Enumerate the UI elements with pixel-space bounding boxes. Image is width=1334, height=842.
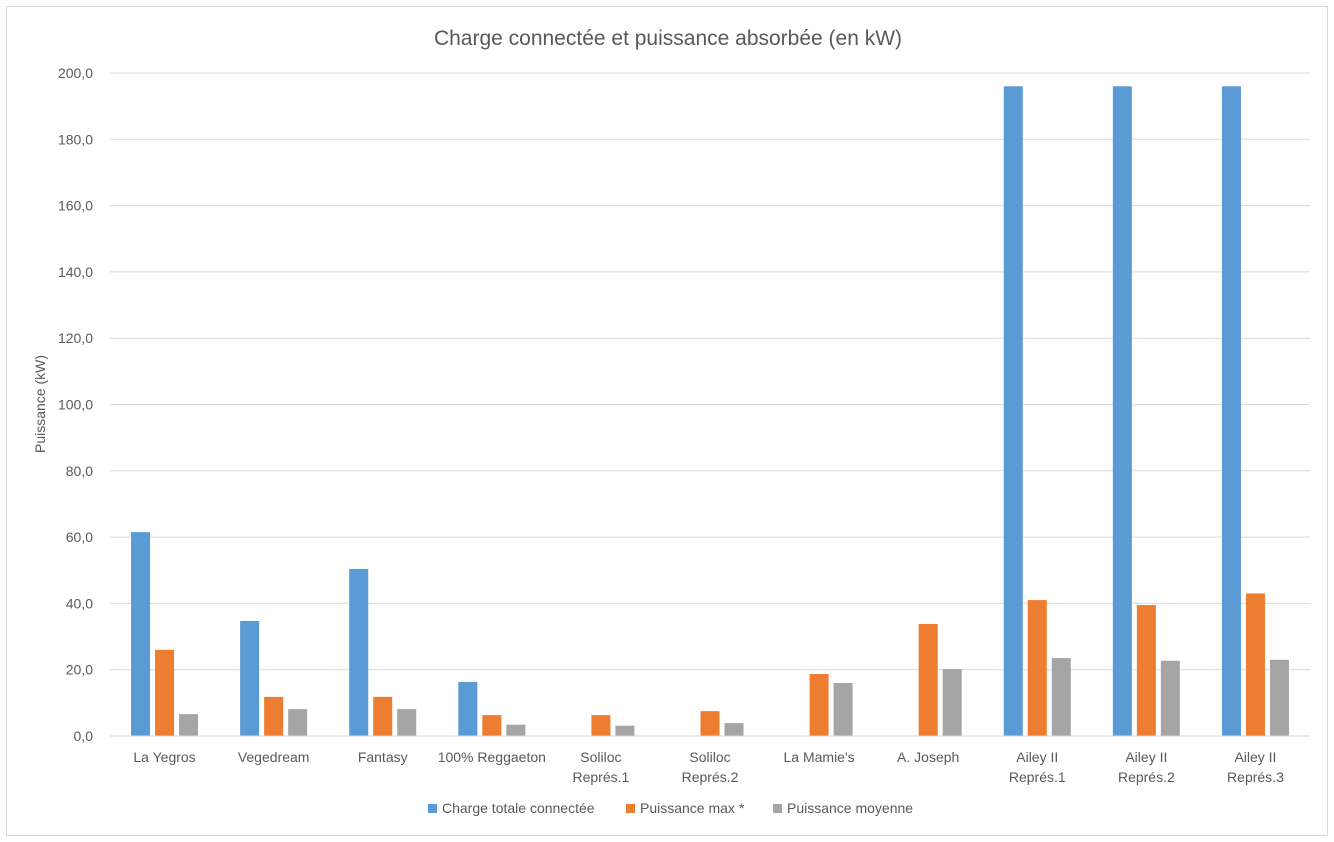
legend-swatch bbox=[428, 804, 437, 813]
bar-puissance-moyenne bbox=[942, 669, 962, 736]
y-tick-label: 80,0 bbox=[66, 463, 93, 479]
x-tick-label: Représ.3 bbox=[1227, 769, 1284, 785]
y-tick-label: 140,0 bbox=[58, 264, 93, 280]
y-tick-label: 60,0 bbox=[66, 529, 93, 545]
x-tick-label: Ailey II bbox=[1234, 749, 1276, 765]
x-axis-ticks: La Yegros Vegedream Fantasy 100% Reggaeton S… bbox=[133, 749, 1284, 785]
bar-puissance-max bbox=[264, 696, 284, 736]
bar-puissance-moyenne bbox=[1051, 658, 1071, 736]
y-axis-ticks: 0,0 20,0 40,0 60,0 80,0 100,0 120,0 140,0 160,0 1… bbox=[58, 65, 93, 744]
y-tick-label: 160,0 bbox=[58, 198, 93, 214]
y-tick-label: 180,0 bbox=[58, 131, 93, 147]
bar-charge-totale bbox=[131, 532, 151, 736]
x-tick-label: Vegedream bbox=[238, 749, 310, 765]
bar-puissance-moyenne bbox=[724, 723, 744, 736]
x-tick-label: Représ.1 bbox=[1009, 769, 1066, 785]
y-tick-label: 120,0 bbox=[58, 330, 93, 346]
y-tick-label: 40,0 bbox=[66, 595, 93, 611]
bar-puissance-moyenne bbox=[833, 682, 853, 736]
bar-puissance-moyenne bbox=[615, 725, 635, 736]
x-tick-label: A. Joseph bbox=[897, 749, 959, 765]
legend-swatch bbox=[626, 804, 635, 813]
legend-label: Puissance max * bbox=[640, 800, 745, 816]
x-tick-label: 100% Reggaeton bbox=[438, 749, 546, 765]
x-tick-label: Soliloc bbox=[689, 749, 730, 765]
bar-puissance-max bbox=[918, 623, 938, 736]
bar-puissance-moyenne bbox=[1269, 659, 1289, 736]
bar-chart: Charge connectée et puissance absorbée (… bbox=[32, 27, 1310, 816]
bar-puissance-max bbox=[809, 674, 829, 736]
legend: Charge totale connectée Puissance max * Pu… bbox=[428, 800, 913, 816]
x-tick-label: Ailey II bbox=[1125, 749, 1167, 765]
bar-puissance-max bbox=[1136, 605, 1156, 736]
x-tick-label: Fantasy bbox=[358, 749, 408, 765]
bar-puissance-moyenne bbox=[288, 709, 308, 736]
bar-puissance-max bbox=[373, 696, 393, 736]
x-tick-label: Représ.1 bbox=[573, 769, 630, 785]
bar-puissance-max bbox=[155, 649, 175, 736]
y-tick-label: 100,0 bbox=[58, 397, 93, 413]
y-tick-label: 0,0 bbox=[74, 728, 94, 744]
bar-puissance-max bbox=[1245, 593, 1265, 736]
bar-puissance-moyenne bbox=[506, 724, 526, 736]
bar-puissance-max bbox=[1027, 600, 1047, 736]
y-axis-label: Puissance (kW) bbox=[32, 355, 48, 453]
bar-charge-totale bbox=[1221, 86, 1241, 736]
gridlines bbox=[110, 72, 1310, 737]
bar-charge-totale bbox=[349, 568, 369, 736]
bar-puissance-max bbox=[591, 715, 611, 736]
bar-puissance-max bbox=[482, 715, 502, 736]
bar-charge-totale bbox=[1003, 86, 1023, 736]
bar-puissance-moyenne bbox=[179, 714, 199, 736]
x-tick-label: La Mamie's bbox=[784, 749, 855, 765]
x-tick-label: Représ.2 bbox=[1118, 769, 1175, 785]
bar-puissance-max bbox=[700, 711, 720, 736]
y-tick-label: 20,0 bbox=[66, 662, 93, 678]
bar-puissance-moyenne bbox=[1160, 660, 1180, 736]
bar-puissance-moyenne bbox=[397, 709, 417, 736]
y-tick-label: 200,0 bbox=[58, 65, 93, 81]
bars bbox=[110, 86, 1310, 737]
bar-charge-totale bbox=[458, 681, 478, 736]
legend-label: Puissance moyenne bbox=[787, 800, 913, 816]
x-tick-label: La Yegros bbox=[133, 749, 195, 765]
legend-swatch bbox=[773, 804, 782, 813]
x-tick-label: Représ.2 bbox=[682, 769, 739, 785]
legend-label: Charge totale connectée bbox=[442, 800, 595, 816]
chart-title: Charge connectée et puissance absorbée (… bbox=[434, 27, 902, 50]
chart-frame: Charge connectée et puissance absorbée (… bbox=[6, 6, 1328, 836]
x-tick-label: Ailey II bbox=[1016, 749, 1058, 765]
x-tick-label: Soliloc bbox=[580, 749, 621, 765]
bar-charge-totale bbox=[240, 620, 260, 736]
bar-charge-totale bbox=[1112, 86, 1132, 736]
